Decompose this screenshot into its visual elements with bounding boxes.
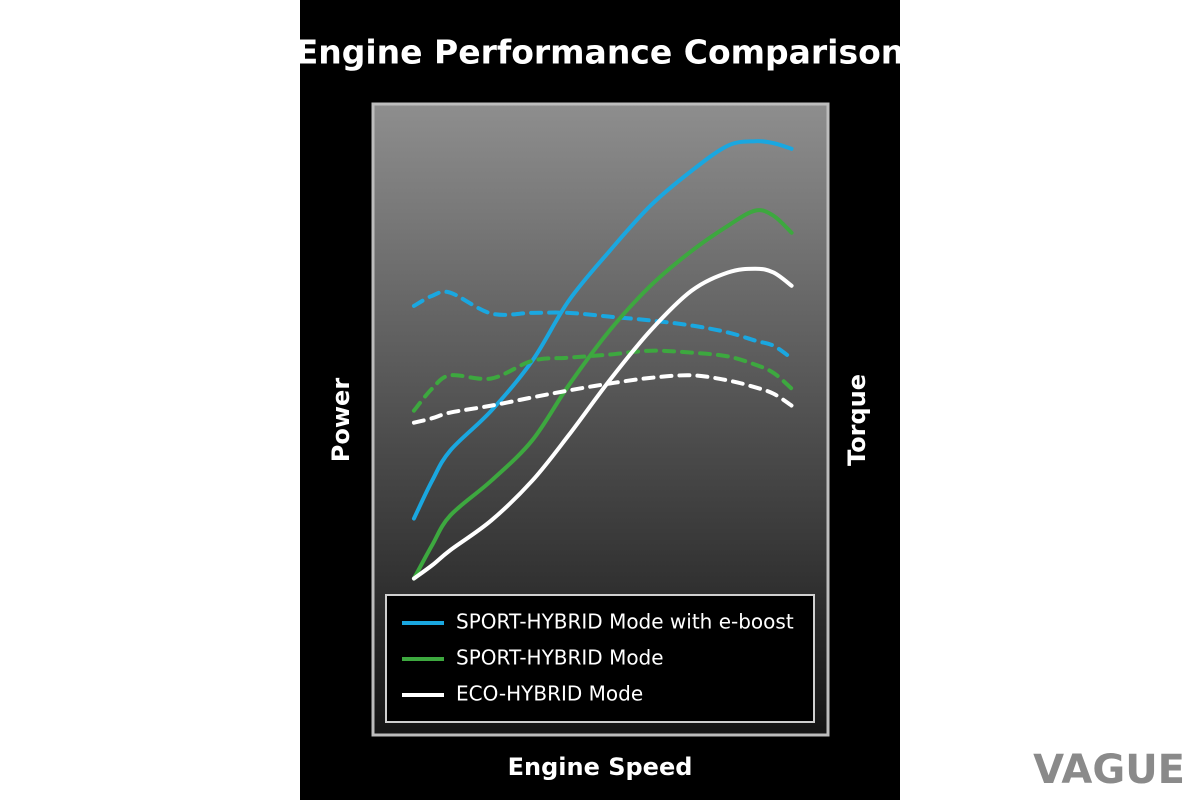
power-line (411, 139, 794, 521)
legend-label: SPORT-HYBRID Mode (456, 646, 664, 670)
x-axis-label: Engine Speed (508, 753, 693, 781)
chart-title: Engine Performance Comparison (296, 33, 905, 72)
torque-line (411, 289, 794, 361)
power-line (411, 208, 794, 581)
legend-label: SPORT-HYBRID Mode with e-boost (456, 610, 794, 634)
watermark: VAGUE (1033, 747, 1185, 793)
y2-axis-label: Torque (843, 374, 871, 466)
torque-line (411, 348, 794, 413)
y-axis-label: Power (327, 378, 355, 463)
legend-label: ECO-HYBRID Mode (456, 682, 643, 706)
legend (385, 594, 815, 723)
lines (411, 139, 794, 581)
power-line (411, 266, 794, 581)
